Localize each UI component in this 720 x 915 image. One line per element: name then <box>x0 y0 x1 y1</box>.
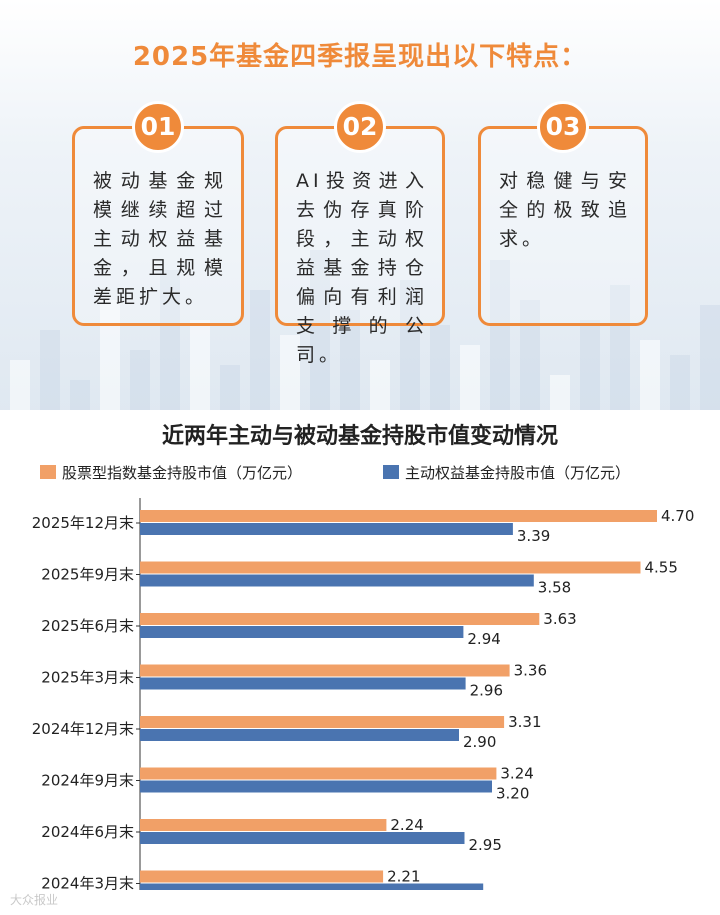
decorative-bar <box>400 280 420 420</box>
bar-index-fund <box>140 664 510 677</box>
bar-value-label: 3.24 <box>500 765 533 783</box>
decorative-bar <box>10 360 30 420</box>
decorative-bar <box>160 270 180 420</box>
infographic-header <box>0 0 720 420</box>
decorative-bar <box>190 320 210 420</box>
bar-value-label: 3.12 <box>487 888 520 891</box>
watermark: 大众报业 <box>10 893 59 907</box>
decorative-bar <box>100 300 120 420</box>
feature-card-1: 01 被动基金规模继续超过主动权益基金，且规模差距扩大。 <box>72 101 244 326</box>
decorative-bar <box>610 285 630 420</box>
bar-value-label: 3.58 <box>538 579 571 597</box>
feature-text-2: AI投资进入去伪存真阶段，主动权益基金持仓偏向有利润支撑的公司。 <box>296 170 428 366</box>
decorative-bar <box>220 365 240 420</box>
bar-active-fund <box>140 574 534 587</box>
feature-card-3: 03 对稳健与安全的极致追求。 <box>478 101 648 326</box>
bar-active-fund <box>140 883 484 890</box>
decorative-bar <box>250 290 270 420</box>
decorative-bar <box>460 345 480 420</box>
decorative-bar-backdrop <box>10 250 720 420</box>
decorative-bar <box>640 340 660 420</box>
legend-label-active-funds: 主动权益基金持股市值（万亿元） <box>405 464 631 482</box>
decorative-bar <box>280 335 300 420</box>
bar-index-fund <box>140 716 505 728</box>
bar-active-fund <box>140 832 465 844</box>
category-tick-label: 2025年9月末 <box>41 566 134 584</box>
chart-title: 近两年主动与被动基金持股市值变动情况 <box>161 424 558 449</box>
decorative-bar <box>520 300 540 420</box>
bar-value-label: 2.95 <box>469 836 502 854</box>
category-tick-label: 2024年12月末 <box>32 720 134 738</box>
bar-value-label: 3.20 <box>496 785 529 803</box>
bar-value-label: 3.39 <box>517 527 550 545</box>
decorative-bar <box>550 375 570 420</box>
category-tick-label: 2025年12月末 <box>32 514 134 532</box>
category-tick-label: 2024年9月末 <box>41 772 134 790</box>
legend-swatch-blue <box>383 465 399 479</box>
legend-item-index-funds: 股票型指数基金持股市值（万亿元） <box>40 463 302 483</box>
category-tick-label: 2024年3月末 <box>41 875 134 891</box>
category-tick-label: 2024年6月末 <box>41 823 134 841</box>
decorative-bar <box>580 320 600 420</box>
page-title: 2025年基金四季报呈现出以下特点： <box>132 42 588 72</box>
bar-active-fund <box>140 626 464 638</box>
bar-active-fund <box>140 677 466 690</box>
feature-card-2: 02 AI投资进入去伪存真阶段，主动权益基金持仓偏向有利润支撑的公司。 <box>275 101 445 366</box>
decorative-bar <box>130 350 150 420</box>
bar-chart: 2025年12月末 4.70 3.39 2025年9月末 4.55 3.58 2025年6月… <box>32 498 694 891</box>
bar-index-fund <box>140 510 657 522</box>
bar-value-label: 2.21 <box>387 868 420 886</box>
feature-number-3: 03 <box>537 101 589 153</box>
legend-label-index-funds: 股票型指数基金持股市值（万亿元） <box>62 464 303 482</box>
decorative-bar <box>340 310 360 420</box>
bar-value-label: 3.36 <box>514 662 547 680</box>
decorative-bar <box>670 355 690 420</box>
decorative-bar <box>700 305 720 420</box>
decorative-bar <box>430 325 450 420</box>
bar-value-label: 4.55 <box>645 559 678 577</box>
legend-item-active-funds: 主动权益基金持股市值（万亿元） <box>383 463 630 483</box>
bar-value-label: 2.24 <box>390 816 423 834</box>
feature-number-2: 02 <box>334 101 386 153</box>
bar-value-label: 2.90 <box>463 733 496 751</box>
bar-active-fund <box>140 780 492 793</box>
decorative-bar <box>40 330 60 420</box>
bar-index-fund <box>140 819 387 831</box>
decorative-bar <box>310 250 330 420</box>
bar-value-label: 3.31 <box>508 713 541 731</box>
decorative-bar <box>490 260 510 420</box>
bar-value-label: 2.94 <box>467 630 500 648</box>
feature-text-3: 对稳健与安全的极致追求。 <box>499 170 631 250</box>
bar-index-fund <box>140 613 540 625</box>
bar-index-fund <box>140 561 641 574</box>
bar-value-label: 2.96 <box>470 682 503 700</box>
bar-active-fund <box>140 523 513 535</box>
bar-index-fund <box>140 767 497 780</box>
bar-value-label: 3.63 <box>543 610 576 628</box>
category-tick-label: 2025年6月末 <box>41 617 134 635</box>
bar-value-label: 4.70 <box>661 507 694 525</box>
feature-text-1: 被动基金规模继续超过主动权益基金，且规模差距扩大。 <box>93 170 227 308</box>
decorative-bar <box>370 360 390 420</box>
feature-number-1: 01 <box>132 101 184 153</box>
category-tick-label: 2025年3月末 <box>41 669 134 687</box>
legend-swatch-orange <box>40 465 56 479</box>
bar-active-fund <box>140 729 459 741</box>
bar-index-fund <box>140 870 384 883</box>
